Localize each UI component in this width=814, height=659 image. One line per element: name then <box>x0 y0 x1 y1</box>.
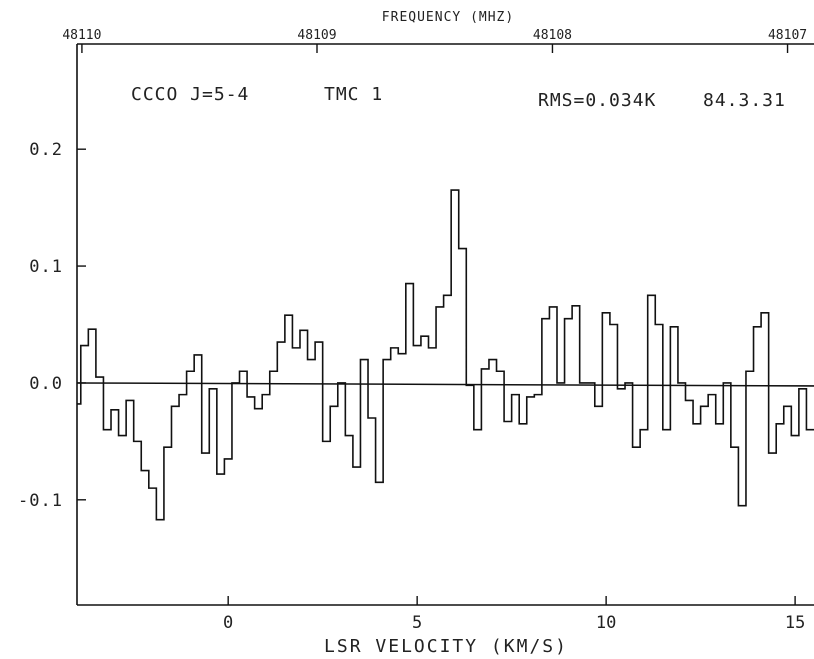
annotation-date: 84.3.31 <box>703 90 786 111</box>
x-tick-label: 5 <box>412 613 422 633</box>
y-tick-label: 0.2 <box>29 140 63 160</box>
top-tick-label: 48108 <box>533 28 572 43</box>
x-tick-label: 15 <box>785 613 805 633</box>
tick-labels: 0.2 0.1 0.0 -0.1 0 5 10 15 48110 48109 48108 48107 <box>18 28 807 633</box>
top-tick-label: 48107 <box>768 28 807 43</box>
baseline <box>76 382 814 387</box>
y-tick-label: 0.0 <box>29 374 63 394</box>
x-axis-title: LSR VELOCITY (KM/S) <box>324 636 568 657</box>
y-tick-label: 0.1 <box>29 257 63 277</box>
x-tick-label: 0 <box>223 613 233 633</box>
y-tick-label: -0.1 <box>18 491 63 511</box>
annotation-source: TMC 1 <box>324 84 383 105</box>
top-tick-label: 48110 <box>62 28 101 43</box>
x-tick-label: 10 <box>596 613 616 633</box>
top-axis-title: FREQUENCY (MHZ) <box>382 10 514 25</box>
annotation-molecule: CCCO J=5-4 <box>131 84 249 105</box>
top-tick-label: 48109 <box>297 28 336 43</box>
annotation-rms: RMS=0.034K <box>538 90 656 111</box>
spectrum-series-line <box>77 189 814 521</box>
